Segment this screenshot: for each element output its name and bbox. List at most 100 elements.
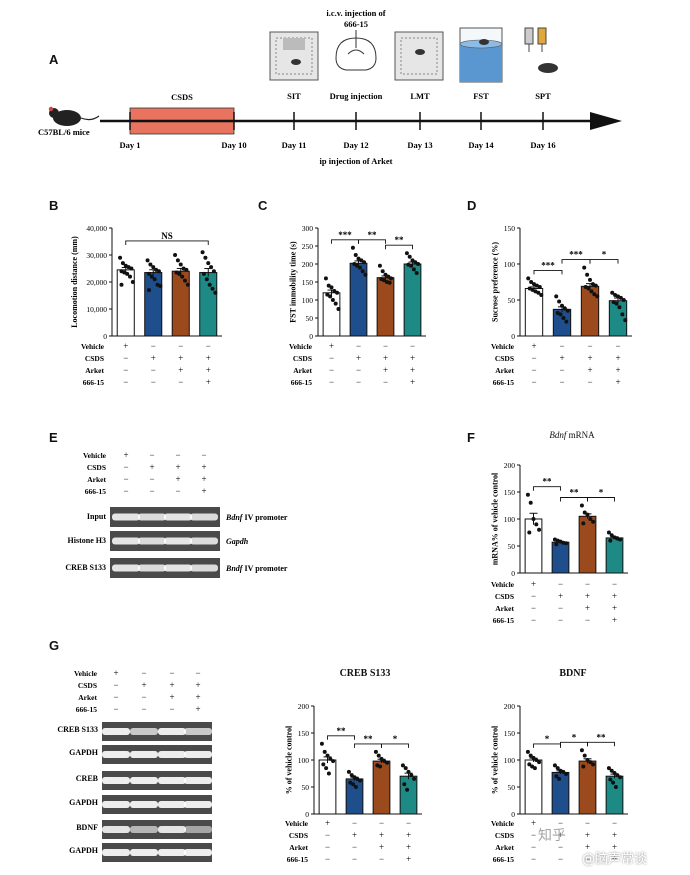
blot-band	[112, 513, 140, 521]
data-point	[148, 262, 153, 267]
data-point	[385, 760, 390, 765]
data-point	[409, 773, 414, 778]
data-point	[562, 306, 567, 311]
lmt-arena-icon	[394, 31, 444, 81]
group-sign: −	[141, 704, 146, 714]
group-sign: −	[531, 842, 536, 852]
data-point	[525, 749, 530, 754]
data-point	[527, 530, 532, 535]
timeline-event-label: SPT	[535, 91, 551, 101]
data-point	[389, 276, 394, 281]
y-tick-label: 200	[504, 461, 516, 470]
group-sign: −	[558, 842, 563, 852]
blot-strip	[102, 771, 212, 790]
significance-bracket	[385, 244, 413, 250]
bar	[399, 775, 418, 815]
data-point	[615, 773, 620, 778]
data-point	[579, 503, 584, 508]
group-sign: +	[141, 680, 146, 690]
data-point	[377, 263, 382, 268]
group-sign: +	[169, 692, 174, 702]
y-tick-label: 150	[504, 488, 516, 497]
data-point	[119, 282, 124, 287]
data-point	[210, 286, 215, 291]
blot-band	[164, 537, 192, 545]
group-table: Vehicle + − − − CSDS − + + + Arket − − + +666-15 − − − +	[83, 450, 207, 496]
data-point	[595, 294, 600, 299]
data-point	[209, 265, 214, 270]
data-point	[330, 298, 335, 302]
bar	[403, 263, 422, 337]
group-sign: −	[113, 704, 118, 714]
brain-section-icon	[335, 30, 377, 71]
group-row-label: CSDS	[85, 354, 104, 363]
significance-label: ***	[541, 260, 555, 270]
group-sign: +	[175, 474, 180, 484]
data-point	[620, 312, 625, 317]
data-point	[621, 298, 626, 302]
data-point	[554, 294, 559, 299]
group-row-label: Vehicle	[74, 669, 98, 678]
data-point	[322, 749, 327, 754]
significance-bracket	[560, 497, 588, 502]
blot-strip	[102, 722, 212, 741]
bar	[524, 518, 543, 574]
y-tick-label: 150	[298, 729, 310, 738]
group-row-label: Vehicle	[491, 819, 515, 828]
data-point	[564, 772, 569, 777]
data-point	[593, 283, 598, 288]
group-sign: +	[531, 818, 536, 828]
group-sign: −	[151, 377, 156, 387]
data-point	[525, 492, 530, 497]
data-point	[537, 760, 542, 765]
significance-label: NS	[161, 231, 173, 241]
blot-strip	[110, 507, 220, 527]
data-point	[528, 500, 533, 505]
timeline-day-label: Day 11	[282, 140, 307, 150]
group-sign: −	[206, 341, 211, 351]
group-sign: −	[585, 615, 590, 625]
y-tick-label: 0	[511, 569, 515, 578]
panel-label-g: G	[49, 638, 60, 653]
data-point	[613, 785, 618, 789]
data-point	[565, 308, 570, 313]
chart-B: 0 10,000 20,000 30,000 40,000 Locomotion dist…	[70, 224, 222, 341]
timeline-day-label: Day 12	[343, 140, 368, 150]
data-point	[608, 777, 613, 782]
blot-label: GAPDH	[69, 748, 99, 757]
group-sign: +	[612, 603, 617, 613]
data-point	[130, 280, 135, 284]
significance-label: *	[599, 488, 604, 498]
significance-label: ***	[338, 230, 352, 240]
group-sign: −	[329, 365, 334, 375]
panel-g-bdnf-title: BDNF	[559, 668, 587, 679]
significance-label: **	[337, 726, 347, 736]
y-tick-label: 50	[508, 542, 516, 551]
data-point	[200, 250, 205, 255]
panel-label-a: A	[49, 52, 59, 67]
blot-band	[102, 849, 130, 856]
group-sign: −	[410, 341, 415, 351]
group-row-label: CSDS	[495, 354, 514, 363]
group-sign: +	[201, 474, 206, 484]
group-row-label: Arket	[78, 693, 97, 702]
group-row-label: 666-15	[83, 378, 104, 387]
data-point	[331, 759, 336, 764]
group-sign: −	[559, 341, 564, 351]
group-sign: +	[612, 830, 617, 840]
y-tick-label: 250	[302, 242, 314, 251]
blot-band	[112, 564, 140, 572]
data-point	[529, 280, 534, 284]
group-sign: −	[612, 579, 617, 589]
group-sign: −	[587, 377, 592, 387]
data-point	[360, 269, 365, 274]
blot-band	[184, 826, 212, 833]
group-sign: −	[558, 579, 563, 589]
group-row-label: Arket	[87, 475, 106, 484]
significance-label: *	[602, 250, 607, 260]
group-sign: −	[149, 486, 154, 496]
data-point	[591, 762, 596, 767]
y-tick-label: 100	[298, 756, 310, 765]
group-sign: −	[151, 341, 156, 351]
